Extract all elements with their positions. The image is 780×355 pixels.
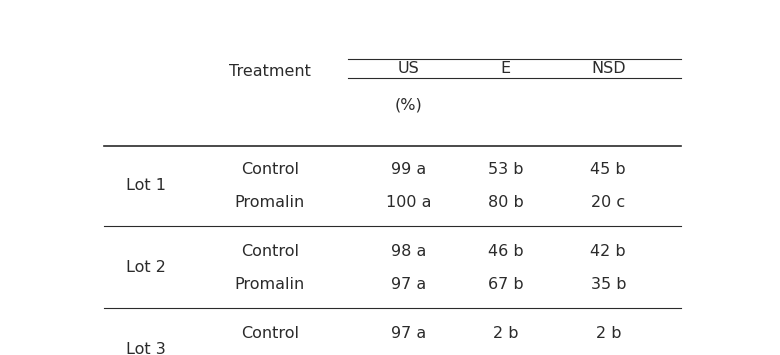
Text: 42 b: 42 b bbox=[590, 244, 626, 259]
Text: Control: Control bbox=[241, 244, 299, 259]
Text: 100 a: 100 a bbox=[386, 195, 431, 210]
Text: Lot 2: Lot 2 bbox=[126, 260, 166, 275]
Text: US: US bbox=[398, 61, 420, 76]
Text: E: E bbox=[501, 61, 511, 76]
Text: 97 a: 97 a bbox=[392, 277, 427, 292]
Text: 2 b: 2 b bbox=[596, 326, 621, 341]
Text: 2 b: 2 b bbox=[493, 326, 518, 341]
Text: (%): (%) bbox=[395, 98, 423, 113]
Text: NSD: NSD bbox=[591, 61, 626, 76]
Text: Lot 1: Lot 1 bbox=[126, 178, 166, 193]
Text: 46 b: 46 b bbox=[488, 244, 523, 259]
Text: 20 c: 20 c bbox=[591, 195, 626, 210]
Text: Control: Control bbox=[241, 326, 299, 341]
Text: 97 a: 97 a bbox=[392, 326, 427, 341]
Text: 35 b: 35 b bbox=[590, 277, 626, 292]
Text: 53 b: 53 b bbox=[488, 162, 523, 177]
Text: 98 a: 98 a bbox=[391, 244, 427, 259]
Text: 67 b: 67 b bbox=[488, 277, 523, 292]
Text: Lot 3: Lot 3 bbox=[126, 342, 165, 355]
Text: 80 b: 80 b bbox=[488, 195, 523, 210]
Text: Treatment: Treatment bbox=[229, 64, 310, 79]
Text: 45 b: 45 b bbox=[590, 162, 626, 177]
Text: Promalin: Promalin bbox=[235, 195, 305, 210]
Text: Promalin: Promalin bbox=[235, 277, 305, 292]
Text: 99 a: 99 a bbox=[392, 162, 427, 177]
Text: Control: Control bbox=[241, 162, 299, 177]
